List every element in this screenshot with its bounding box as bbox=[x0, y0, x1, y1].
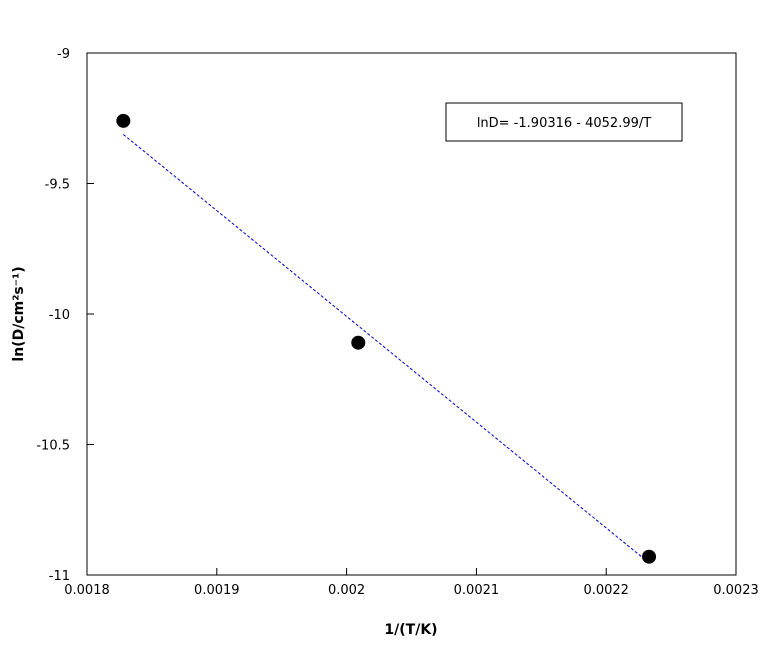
x-tick-label: 0.002 bbox=[328, 583, 365, 598]
x-tick-label: 0.0021 bbox=[454, 583, 500, 598]
y-axis-title: ln(D/cm²s⁻¹) bbox=[11, 266, 27, 361]
data-points bbox=[116, 113, 657, 564]
y-tick-label: -11 bbox=[49, 569, 70, 584]
y-tick-label: -9.5 bbox=[45, 178, 70, 193]
data-point bbox=[642, 549, 657, 564]
x-tick-label: 0.0019 bbox=[194, 583, 240, 598]
data-point bbox=[116, 113, 131, 128]
fit-equation: lnD= -1.90316 - 4052.99/T bbox=[477, 116, 651, 131]
x-tick-label: 0.0018 bbox=[64, 583, 110, 598]
data-point bbox=[351, 335, 366, 350]
y-axis-ticks: -9 -9.5 -10 -10.5 -11 bbox=[36, 47, 94, 584]
equation-box: lnD= -1.90316 - 4052.99/T bbox=[445, 102, 683, 142]
y-tick-label: -9 bbox=[57, 47, 70, 62]
x-axis-ticks: 0.0018 0.0019 0.002 0.0021 0.0022 0.0023 bbox=[64, 568, 759, 598]
x-tick-label: 0.0023 bbox=[713, 583, 759, 598]
fit-line bbox=[123, 134, 650, 564]
x-tick-label: 0.0022 bbox=[583, 583, 629, 598]
y-tick-label: -10 bbox=[49, 308, 70, 323]
x-axis-title: 1/(T/K) bbox=[384, 622, 437, 638]
y-tick-label: -10.5 bbox=[36, 439, 70, 454]
equation-box-frame bbox=[445, 102, 683, 142]
